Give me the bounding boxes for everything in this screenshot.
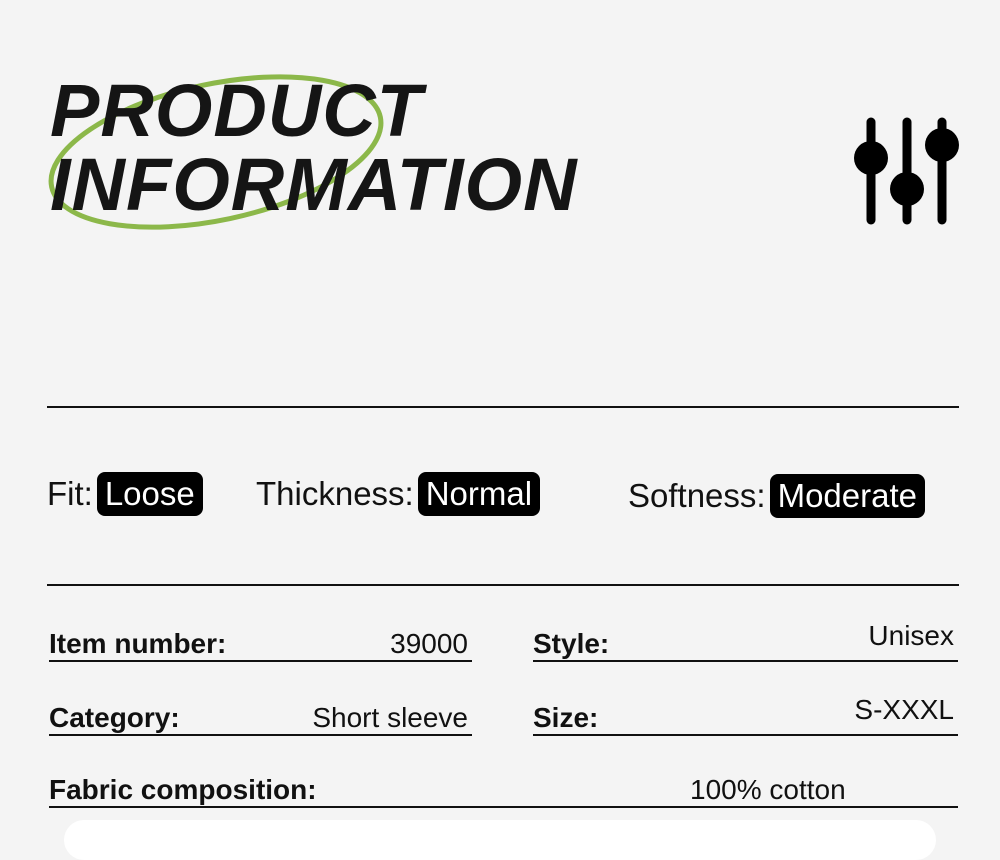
divider: [47, 406, 959, 408]
divider: [47, 584, 959, 586]
attr-fit: Fit: Loose: [47, 472, 203, 516]
detail-style: Style: Unisex: [533, 620, 958, 662]
title-highlight-ellipse: [48, 74, 384, 230]
attr-badge: Normal: [417, 472, 541, 516]
detail-label: Item number:: [49, 628, 227, 659]
detail-label: Style:: [533, 628, 610, 659]
attr-softness: Softness: Moderate: [628, 474, 925, 518]
attr-badge: Moderate: [769, 474, 925, 518]
sliders-icon: [854, 117, 959, 225]
attr-badge: Loose: [96, 472, 203, 516]
detail-value: S-XXXL: [854, 694, 954, 725]
bottom-card: [64, 820, 936, 860]
detail-label: Fabric composition:: [49, 774, 317, 805]
detail-category: Category: Short sleeve: [49, 698, 472, 736]
detail-value: 100% cotton: [690, 774, 846, 805]
detail-value: 39000: [390, 628, 468, 659]
detail-item-number: Item number: 39000: [49, 624, 472, 662]
detail-label: Size:: [533, 702, 599, 733]
page-title-line1: PRODUCT: [50, 69, 423, 152]
detail-value: Unisex: [868, 620, 954, 651]
detail-fabric: Fabric composition: 100% cotton: [49, 770, 958, 808]
detail-label: Category:: [49, 702, 180, 733]
detail-value: Short sleeve: [312, 702, 468, 733]
detail-size: Size: S-XXXL: [533, 694, 958, 736]
attr-label: Thickness:: [256, 475, 414, 512]
page-title-line2: INFORMATION: [50, 143, 578, 226]
attr-label: Fit:: [47, 475, 93, 512]
attr-label: Softness:: [628, 477, 766, 514]
attr-thickness: Thickness: Normal: [256, 472, 541, 516]
